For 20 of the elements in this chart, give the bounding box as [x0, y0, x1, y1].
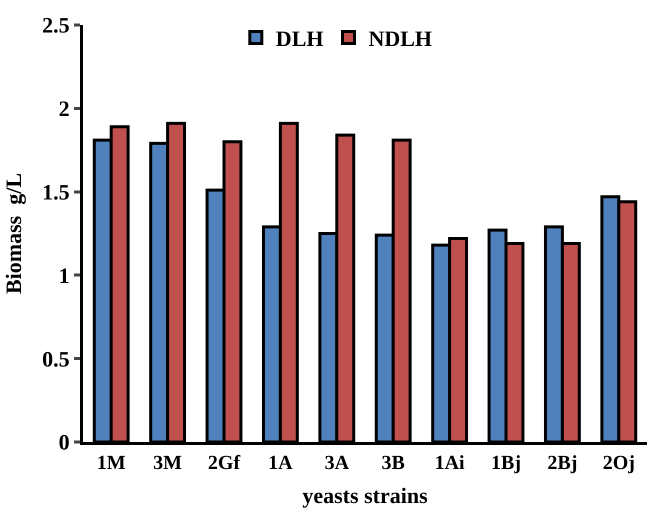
x-tick-label: 2Gf [208, 452, 240, 474]
x-tick-label: 1A [268, 452, 294, 474]
y-axis-title: Biomass g/L [0, 172, 26, 294]
x-tick-label: 2Bj [547, 452, 578, 474]
y-tick-label: 1 [58, 262, 70, 288]
x-tick-label: 1Bj [491, 452, 521, 474]
y-tick-label: 0 [58, 430, 70, 455]
x-tick-label: 3A [324, 452, 350, 474]
x-tick-label: 3B [382, 452, 405, 474]
y-tick-label: 2 [58, 96, 70, 122]
x-tick-label: 1Ai [434, 452, 466, 474]
x-axis-title: yeasts strains [302, 482, 428, 508]
x-tick-label: 1M [96, 452, 126, 474]
y-tick-label: 2.5 [42, 12, 70, 38]
legend-label: DLH [276, 26, 324, 52]
legend-label: NDLH [368, 26, 432, 52]
x-tick-label: 2Oj [602, 452, 635, 474]
y-tick-label: 1.5 [42, 180, 70, 204]
x-tick-label: 3M [153, 452, 182, 474]
y-tick-label: 0.5 [42, 346, 70, 372]
